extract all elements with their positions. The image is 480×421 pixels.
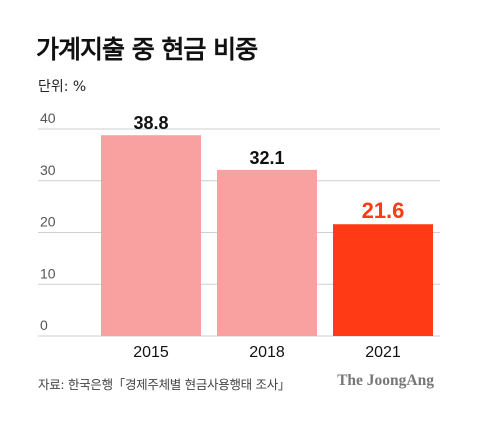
bar <box>217 169 317 336</box>
bar <box>333 224 433 336</box>
bar <box>101 135 201 336</box>
x-tick-label: 2021 <box>365 344 401 361</box>
source-note: 자료: 한국은행「경제주체별 현금사용행태 조사」 <box>38 377 291 392</box>
x-tick-label: 2018 <box>249 344 285 361</box>
publisher-logo: The JoongAng <box>337 372 434 389</box>
chart-title: 가계지출 중 현금 비중 <box>36 35 258 64</box>
y-tick-label: 20 <box>40 214 56 230</box>
bar-value-label: 38.8 <box>133 113 168 133</box>
bar-value-label: 21.6 <box>362 198 405 223</box>
unit-label: 단위: % <box>38 79 87 95</box>
y-tick-label: 30 <box>40 162 56 178</box>
bar-value-label: 32.1 <box>249 148 284 168</box>
x-tick-label: 2015 <box>133 344 169 361</box>
y-tick-label: 10 <box>40 265 56 281</box>
y-tick-label: 0 <box>40 317 48 333</box>
y-tick-label: 40 <box>40 110 56 126</box>
